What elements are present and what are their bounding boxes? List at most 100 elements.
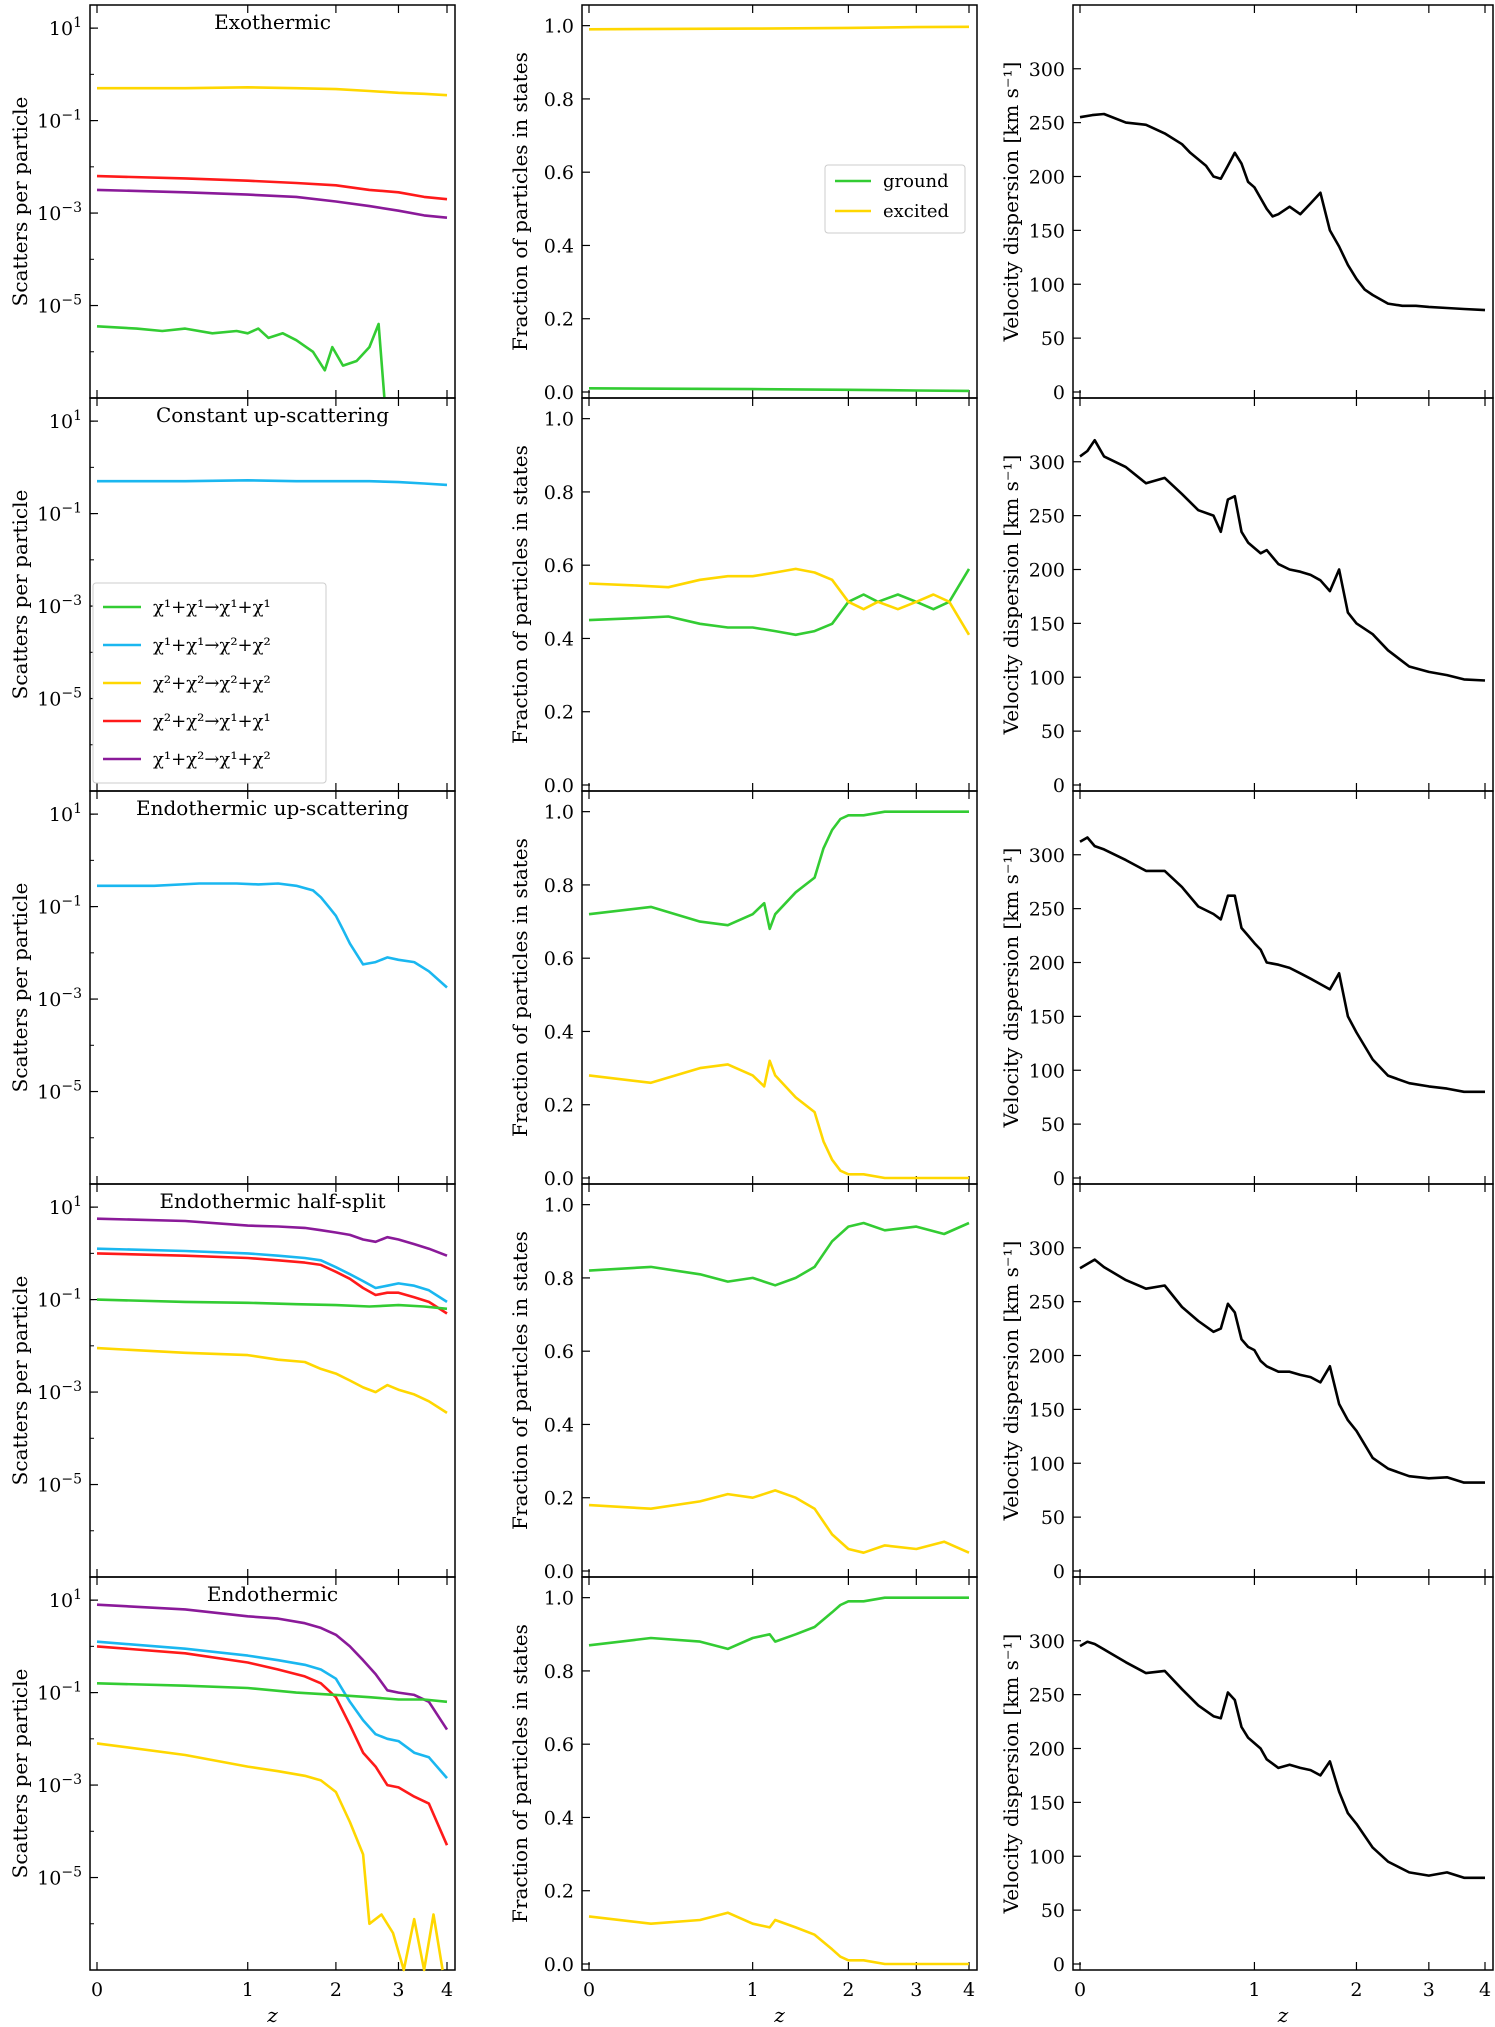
y-tick-label: 101 <box>49 408 82 433</box>
y-tick-label: 100 <box>1029 1453 1065 1475</box>
y-tick-label: 200 <box>1029 560 1065 582</box>
y-tick-label: 1.0 <box>544 409 574 431</box>
legend-entry: χ²+χ²→χ²+χ² <box>153 673 271 694</box>
x-tick-label: 3 <box>910 1979 922 2001</box>
legend-box <box>92 582 327 784</box>
legend-entry: χ¹+χ¹→χ²+χ² <box>153 635 271 656</box>
y-tick-label: 0.0 <box>544 1168 574 1190</box>
y-tick-label: 0 <box>1053 1561 1065 1583</box>
y-tick-label: 0.4 <box>544 1414 574 1436</box>
y-tick-label: 50 <box>1041 1114 1065 1136</box>
y-tick-label: 10−5 <box>37 1865 82 1890</box>
series-line-chi12_to_chi12 <box>96 1217 448 1257</box>
y-tick-label: 0 <box>1053 1954 1065 1976</box>
y-tick-label: 10−3 <box>37 593 82 618</box>
y-tick-label: 1.0 <box>544 1195 574 1217</box>
x-tick-label: 3 <box>392 1979 404 2001</box>
y-axis-label: Velocity dispersion [km s⁻¹] <box>999 1241 1023 1522</box>
y-tick-label: 0 <box>1053 382 1065 404</box>
series-line-chi22_to_chi22 <box>97 86 448 97</box>
y-tick-label: 200 <box>1029 167 1065 189</box>
y-tick-label: 10−3 <box>37 200 82 225</box>
series-line-chi11_to_chi11 <box>96 1682 448 1704</box>
y-tick-label: 0.6 <box>544 162 574 184</box>
x-tick-label: 4 <box>963 1979 975 2001</box>
series-line-chi12_to_chi12 <box>96 188 448 219</box>
y-tick-label: 250 <box>1029 1685 1065 1707</box>
y-tick-label: 1.0 <box>544 802 574 824</box>
series-line-chi11_to_chi22 <box>96 1247 448 1303</box>
panel-halfsplit-fraction: 0.0 0.2 0.4 0.6 0.8 1.0 Fraction of particles … <box>508 1183 978 1583</box>
y-tick-label: 10−3 <box>37 1772 82 1797</box>
y-tick-label: 0.8 <box>544 89 574 111</box>
series-line-chi11_to_chi11 <box>96 322 386 399</box>
series-line-velocity <box>1079 1258 1485 1484</box>
y-tick-label: 10−3 <box>37 1379 82 1404</box>
y-tick-label: 0.8 <box>544 1661 574 1683</box>
y-tick-label: 1.0 <box>544 16 574 38</box>
y-axis-label: Scatters per particle <box>8 1669 32 1879</box>
x-tick-label: 4 <box>1479 1979 1491 2001</box>
y-tick-label: 0.6 <box>544 1341 574 1363</box>
y-tick-label: 300 <box>1029 452 1065 474</box>
y-tick-label: 150 <box>1029 220 1065 242</box>
y-tick-label: 0.4 <box>544 1807 574 1829</box>
axes-frame <box>1072 397 1494 792</box>
y-tick-label: 0.8 <box>544 482 574 504</box>
panel-title: Endothermic <box>207 1582 338 1606</box>
series-line-ground <box>588 1221 970 1287</box>
y-tick-label: 0.4 <box>544 235 574 257</box>
y-axis-label: Velocity dispersion [km s⁻¹] <box>999 1634 1023 1915</box>
y-tick-label: 10−5 <box>37 293 82 318</box>
y-tick-label: 0.6 <box>544 555 574 577</box>
panel-exothermic-velocity: 0 50 100 150 200 250 300 Velocity dispersion [k… <box>999 4 1494 404</box>
y-tick-label: 10−1 <box>37 894 82 919</box>
axes-frame <box>581 397 978 792</box>
y-tick-label: 250 <box>1029 899 1065 921</box>
y-tick-label: 10−5 <box>37 1472 82 1497</box>
y-tick-label: 0.2 <box>544 309 574 331</box>
panel-title: Exothermic <box>214 10 331 34</box>
y-axis-label: Fraction of particles in states <box>508 445 532 744</box>
y-tick-label: 50 <box>1041 328 1065 350</box>
x-axis-label: z <box>266 2003 278 2027</box>
panel-endothermic-velocity: 0 50 100 150 200 250 300 Velocity dispersion [k… <box>999 1576 1494 2027</box>
series-line-chi11_to_chi22 <box>97 882 448 989</box>
y-tick-label: 0.6 <box>544 948 574 970</box>
series-line-ground <box>588 568 971 637</box>
x-tick-label: 0 <box>1074 1979 1086 2001</box>
y-tick-label: 101 <box>49 1194 82 1219</box>
series-line-ground <box>588 387 970 393</box>
y-tick-label: 300 <box>1029 1238 1065 1260</box>
x-tick-label: 0 <box>91 1979 103 2001</box>
axes-frame <box>1072 4 1494 399</box>
y-tick-label: 0.2 <box>544 1095 574 1117</box>
x-tick-label: 0 <box>583 1979 595 2001</box>
legend-entry: χ¹+χ¹→χ¹+χ¹ <box>153 597 271 618</box>
series-line-chi22_to_chi11 <box>96 174 448 201</box>
y-axis-label: Scatters per particle <box>8 1276 32 1486</box>
series-line-velocity <box>1079 1640 1485 1880</box>
y-axis-label: Scatters per particle <box>8 490 32 700</box>
panel-endoup-velocity: 0 50 100 150 200 250 300 Velocity dispersion [k… <box>999 790 1494 1190</box>
series-line-chi22_to_chi11 <box>96 1252 448 1315</box>
y-tick-label: 50 <box>1041 721 1065 743</box>
axes-frame <box>1072 790 1494 1185</box>
y-axis-label: Fraction of particles in states <box>508 1624 532 1923</box>
y-tick-label: 200 <box>1029 1739 1065 1761</box>
x-axis-label: z <box>773 2003 785 2027</box>
y-tick-label: 50 <box>1041 1900 1065 1922</box>
axes-frame <box>581 790 978 1185</box>
series-line-excited <box>588 567 971 636</box>
y-tick-label: 101 <box>49 15 82 40</box>
y-tick-label: 10−1 <box>37 501 82 526</box>
y-tick-label: 1.0 <box>544 1588 574 1610</box>
y-axis-label: Velocity dispersion [km s⁻¹] <box>999 848 1023 1129</box>
y-tick-label: 101 <box>49 1587 82 1612</box>
y-axis-label: Fraction of particles in states <box>508 52 532 351</box>
y-tick-label: 10−1 <box>37 1680 82 1705</box>
y-tick-label: 10−1 <box>37 108 82 133</box>
y-axis-label: Scatters per particle <box>8 883 32 1093</box>
